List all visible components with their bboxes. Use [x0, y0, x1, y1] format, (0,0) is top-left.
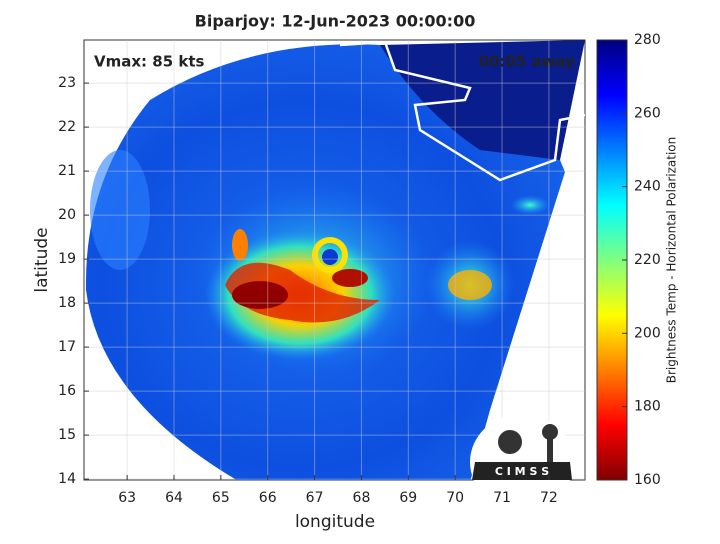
x-tick-label: 71 [493, 490, 511, 506]
x-tick-label: 66 [259, 490, 277, 506]
x-tick-label: 69 [399, 490, 417, 506]
x-tick-label: 67 [306, 490, 324, 506]
y-tick-label: 21 [58, 163, 76, 179]
colorbar-tick-label: 280 [634, 32, 661, 48]
x-tick-label: 72 [540, 490, 558, 506]
grid [84, 40, 585, 480]
y-tick-label: 19 [58, 251, 76, 267]
y-tick-label: 15 [58, 427, 76, 443]
annotation: Vmax: 85 kts [94, 53, 204, 71]
x-axis-label: longitude [295, 512, 375, 532]
satellite-image [85, 40, 585, 480]
logo: C I M S S [470, 414, 574, 510]
y-tick-label: 16 [58, 383, 76, 399]
colorbar-tick-label: 220 [634, 252, 661, 268]
logo-text: C I M S S [495, 465, 549, 478]
annotation: 00:05 away [479, 53, 576, 71]
colorbar-tick-label: 200 [634, 325, 661, 341]
chart-title: Biparjoy: 12-Jun-2023 00:00:00 [195, 12, 476, 31]
colorbar-tick-label: 160 [634, 472, 661, 488]
y-tick-label: 17 [58, 339, 76, 355]
x-tick-label: 65 [212, 490, 230, 506]
x-tick-label: 63 [118, 490, 136, 506]
y-axis-label: latitude [32, 227, 52, 292]
y-tick-label: 20 [58, 207, 76, 223]
colorbar-tick-label: 260 [634, 105, 661, 121]
x-tick-label: 70 [446, 490, 464, 506]
y-tick-label: 14 [58, 471, 76, 487]
x-tick-label: 68 [353, 490, 371, 506]
colorbar-label: Brightness Temp - Horizontal Polarizatio… [665, 137, 679, 384]
colorbar-tick-label: 240 [634, 179, 661, 195]
y-tick-label: 23 [58, 75, 76, 91]
x-tick-label: 64 [165, 490, 183, 506]
y-tick-label: 22 [58, 119, 76, 135]
colorbar-tick-label: 180 [634, 399, 661, 415]
y-tick-label: 18 [58, 295, 76, 311]
